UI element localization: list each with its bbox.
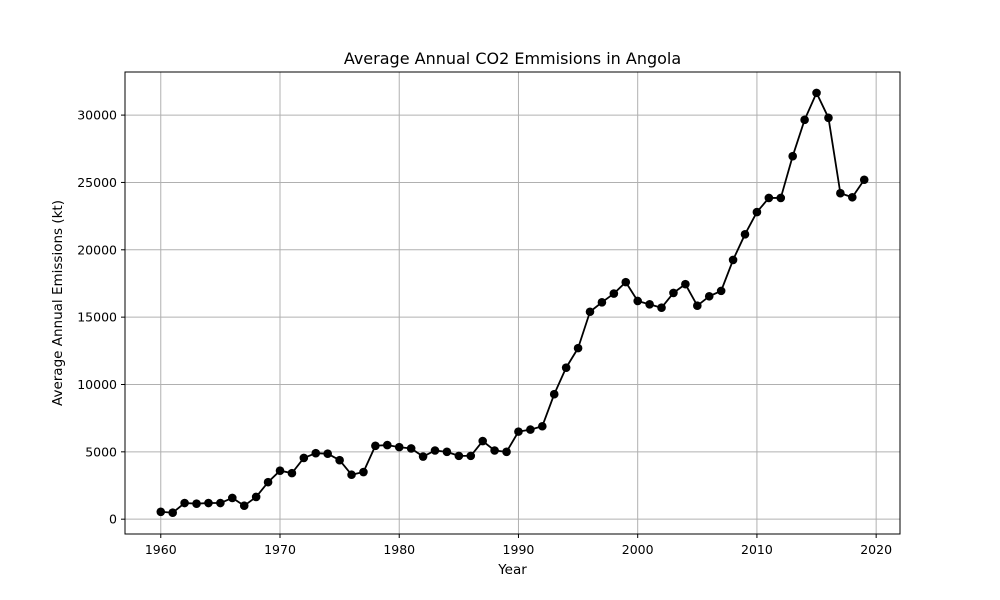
x-tick-label: 1990: [503, 542, 535, 557]
y-axis-ticks: 0 5000 10000 15000 20000 25000 30000: [77, 108, 125, 527]
data-point: [502, 447, 511, 457]
data-point: [228, 493, 237, 503]
data-point: [561, 363, 571, 372]
data-point: [359, 467, 368, 477]
data-point: [716, 286, 726, 296]
data-point: [239, 501, 249, 511]
data-point: [704, 291, 714, 301]
data-point: [442, 447, 452, 457]
data-point: [669, 288, 678, 298]
data-point: [263, 477, 273, 487]
data-point: [812, 88, 821, 98]
data-point: [609, 289, 619, 298]
y-tick-label: 0: [109, 512, 117, 527]
data-point: [418, 452, 428, 461]
data-point: [788, 151, 797, 161]
data-point: [740, 230, 750, 239]
data-point: [156, 507, 166, 517]
data-point: [859, 175, 869, 185]
data-point: [836, 188, 845, 198]
y-tick-label: 30000: [77, 108, 117, 123]
y-tick-label: 5000: [85, 444, 117, 459]
x-tick-label: 1980: [383, 542, 415, 557]
data-point: [549, 389, 559, 399]
plot-frame: [124, 71, 901, 535]
data-point: [824, 113, 833, 123]
y-tick-label: 25000: [77, 175, 117, 190]
data-point: [585, 307, 595, 317]
data-point: [633, 296, 642, 306]
data-point: [645, 300, 654, 309]
data-point: [335, 455, 344, 465]
data-point: [573, 343, 583, 353]
data-point: [597, 298, 607, 307]
data-point: [538, 421, 547, 431]
data-point: [466, 451, 476, 461]
x-tick-label: 1960: [145, 542, 177, 557]
series-layer: [156, 88, 869, 518]
data-point: [394, 442, 404, 452]
x-tick-label: 1970: [264, 542, 296, 557]
y-axis-label: Average Annual Emissions (kt): [50, 200, 66, 406]
data-point: [192, 499, 201, 508]
grid: [125, 72, 900, 534]
y-tick-label: 15000: [77, 310, 117, 325]
data-point: [621, 277, 631, 287]
x-tick-label: 2000: [622, 542, 654, 557]
x-tick-label: 2020: [860, 542, 892, 557]
data-point: [776, 193, 786, 203]
data-point: [251, 492, 261, 502]
data-point: [311, 448, 321, 458]
data-point: [430, 446, 440, 455]
y-tick-label: 20000: [77, 242, 117, 257]
data-point: [406, 444, 416, 453]
data-point: [848, 192, 857, 202]
data-point: [490, 446, 499, 455]
data-point: [514, 427, 523, 436]
x-axis-ticks: 1960 1970 1980 1990 2000 2010 2020: [145, 534, 892, 557]
data-point: [728, 255, 738, 265]
x-tick-label: 2010: [741, 542, 773, 557]
x-axis-label: Year: [497, 562, 527, 578]
data-point: [347, 470, 356, 480]
data-point: [478, 436, 487, 446]
data-point: [681, 279, 690, 289]
data-point: [764, 193, 774, 203]
data-point: [693, 301, 702, 310]
data-point: [180, 498, 189, 508]
data-point: [275, 466, 285, 475]
data-point: [287, 468, 297, 478]
data-point: [454, 451, 464, 461]
data-point: [323, 449, 332, 459]
data-point: [299, 453, 309, 463]
series-line: [160, 91, 865, 514]
data-point: [383, 440, 392, 450]
chart-title: Average Annual CO2 Emmisions in Angola: [344, 49, 681, 68]
y-tick-label: 10000: [77, 377, 117, 392]
data-point: [526, 425, 535, 434]
data-point: [657, 303, 666, 313]
data-point: [204, 498, 213, 508]
data-point: [168, 508, 177, 518]
data-point: [371, 441, 380, 451]
data-point: [752, 207, 762, 217]
data-point: [216, 498, 225, 508]
data-point: [800, 115, 809, 125]
